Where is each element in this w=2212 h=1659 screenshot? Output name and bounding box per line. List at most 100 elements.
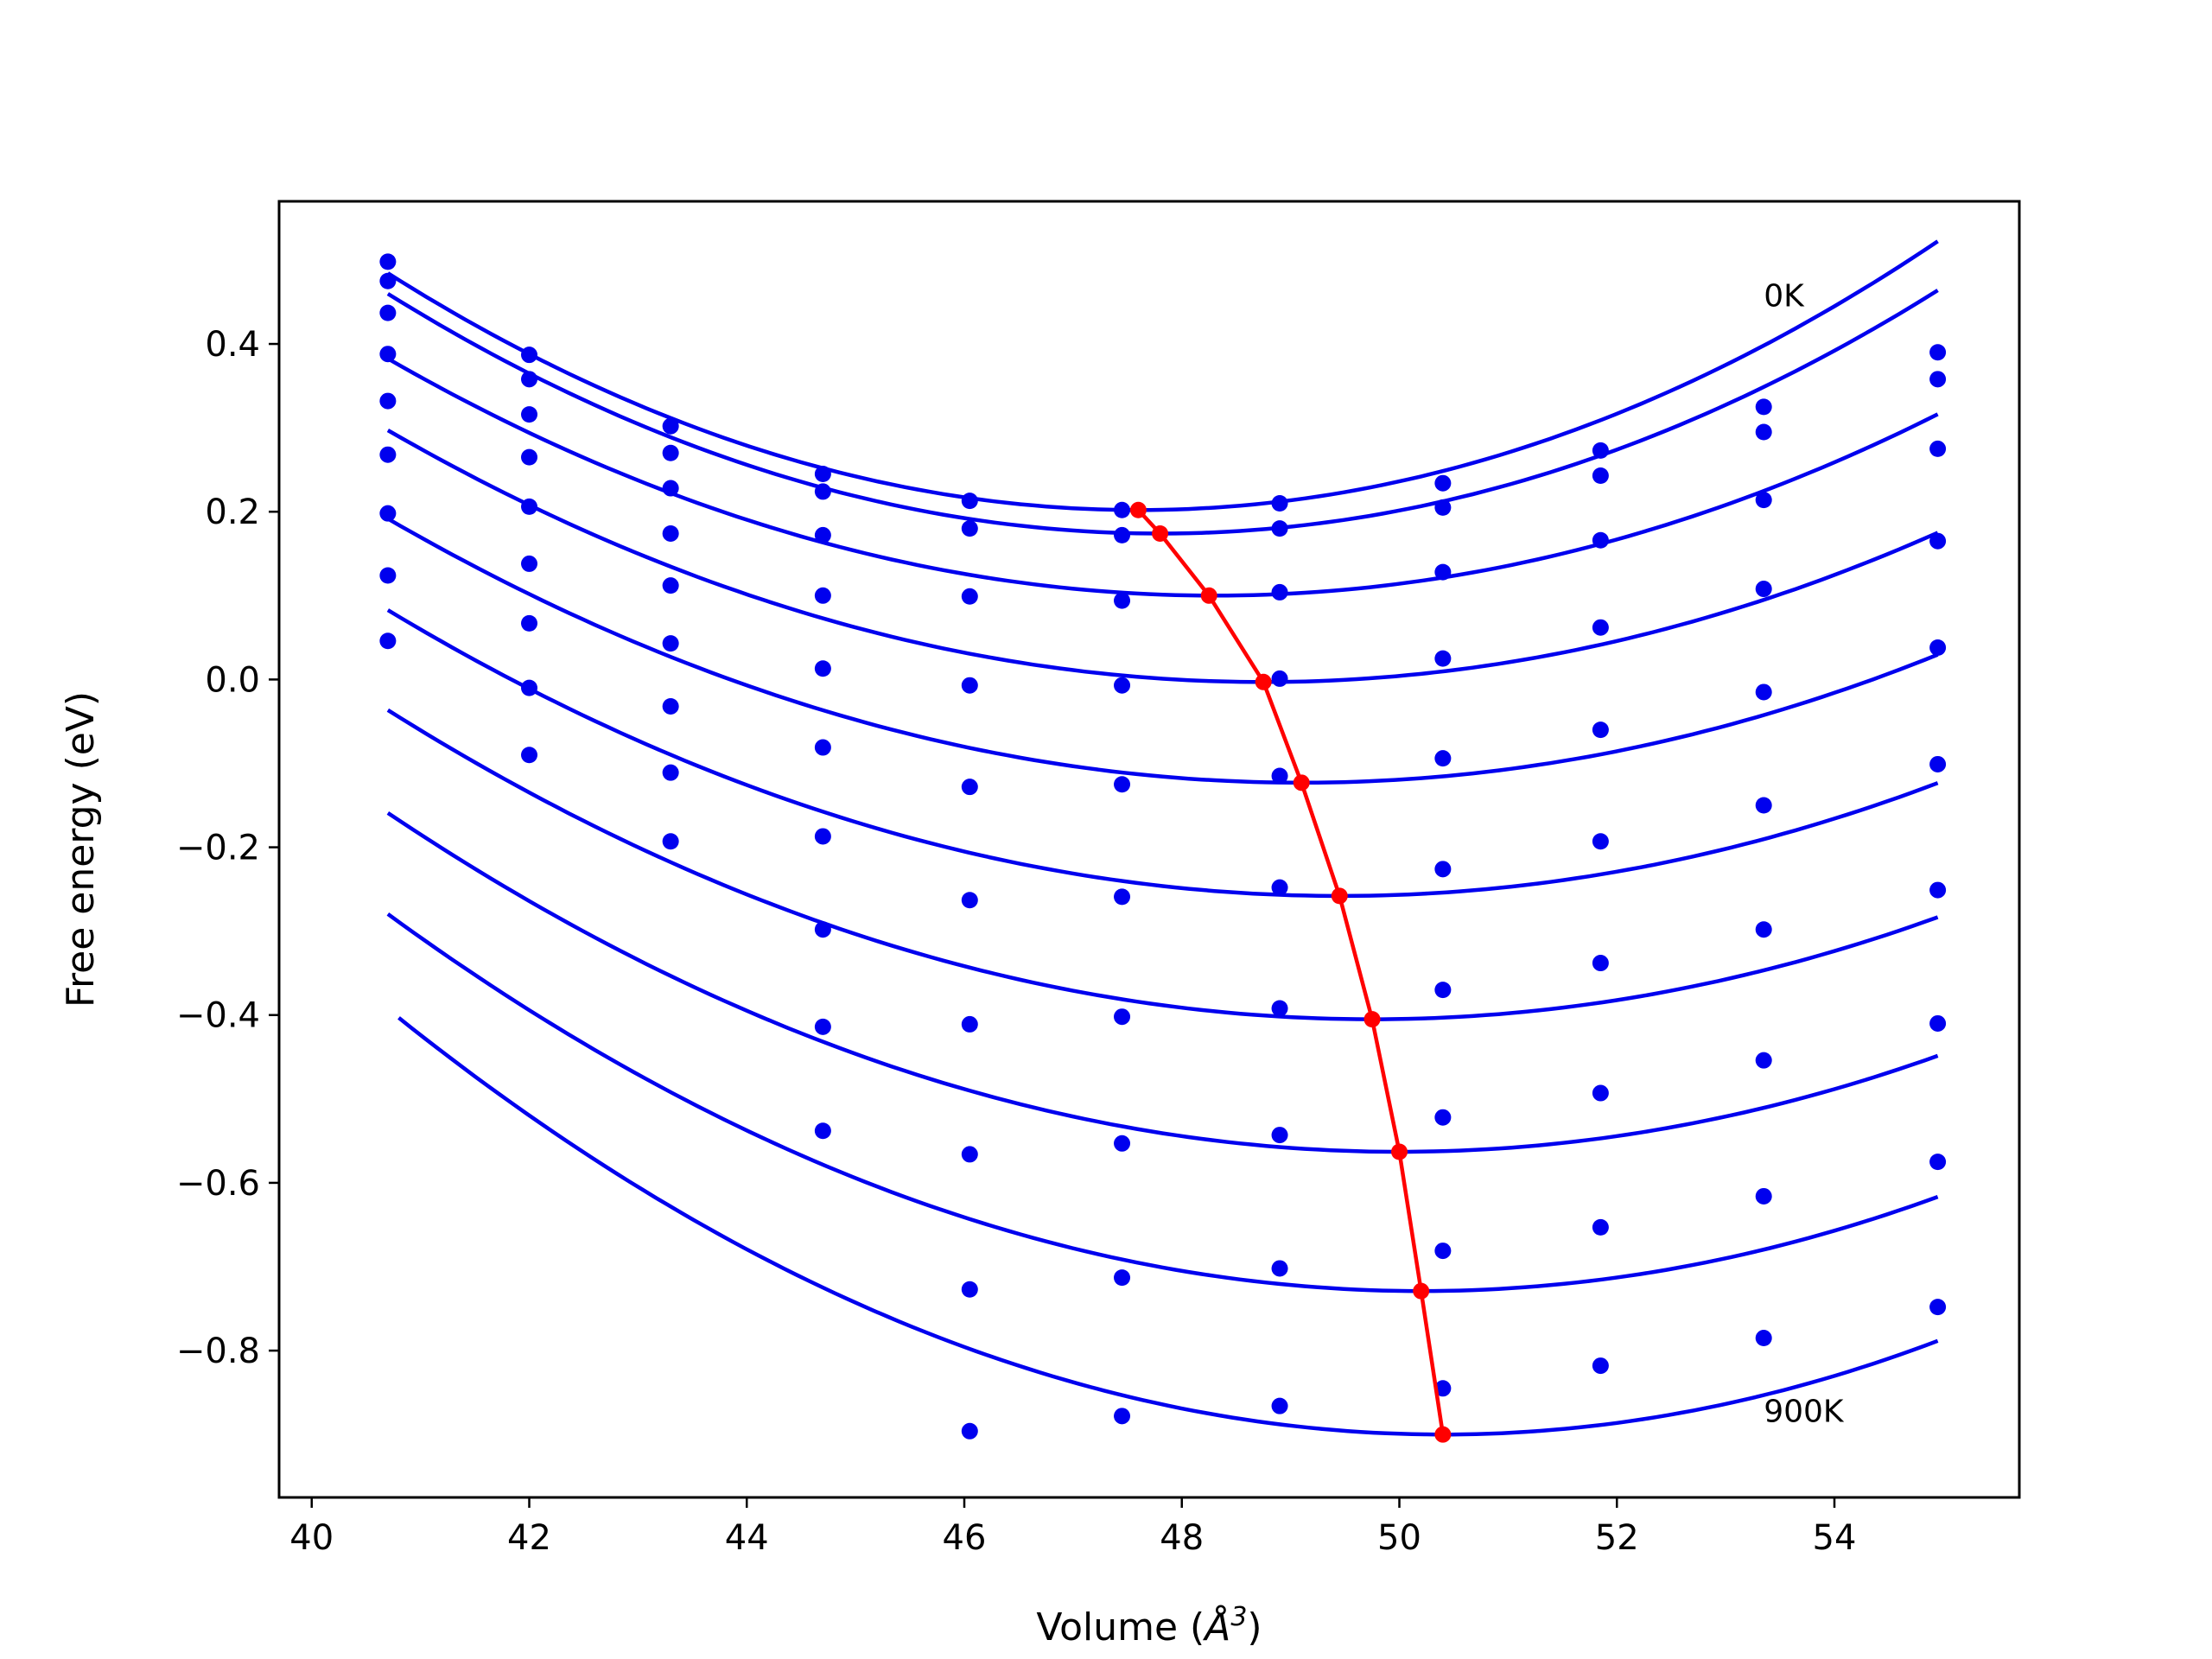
- data-point: [521, 448, 538, 466]
- equilibrium-point: [1255, 673, 1272, 690]
- data-point: [1929, 440, 1947, 457]
- fit-curve: [386, 429, 1939, 684]
- data-point: [521, 555, 538, 572]
- data-point: [521, 346, 538, 364]
- data-point: [814, 660, 831, 677]
- data-point: [1755, 1052, 1772, 1069]
- data-point: [662, 480, 679, 497]
- data-point: [1755, 683, 1772, 701]
- data-point: [1592, 1218, 1609, 1236]
- data-point: [1271, 767, 1288, 785]
- data-point: [961, 1146, 978, 1163]
- data-point: [1592, 531, 1609, 549]
- data-point: [1114, 1135, 1131, 1152]
- data-point: [1929, 639, 1947, 657]
- data-point: [379, 567, 397, 584]
- data-point: [1114, 776, 1131, 793]
- data-point: [1592, 721, 1609, 739]
- data-point: [1271, 583, 1288, 601]
- fit-curve: [386, 708, 1939, 1021]
- data-point: [1929, 755, 1947, 772]
- x-tick-label: 50: [1377, 1518, 1421, 1558]
- data-point: [1929, 344, 1947, 361]
- data-point: [1114, 1008, 1131, 1026]
- data-point: [1592, 619, 1609, 636]
- data-point: [961, 1015, 978, 1033]
- data-points-layer: [379, 253, 1947, 1440]
- data-point: [1929, 371, 1947, 388]
- data-point: [961, 588, 978, 605]
- data-point: [1755, 1187, 1772, 1205]
- data-point: [1929, 532, 1947, 550]
- data-point: [1114, 888, 1131, 906]
- data-point: [1592, 1357, 1609, 1375]
- data-point: [814, 921, 831, 938]
- data-point: [1114, 677, 1131, 694]
- data-point: [1929, 1014, 1947, 1032]
- data-point: [1755, 797, 1772, 814]
- y-tick-label: −0.2: [176, 829, 260, 868]
- data-point: [814, 526, 831, 543]
- data-point: [379, 446, 397, 463]
- data-point: [1929, 1154, 1947, 1171]
- data-point: [1114, 1269, 1131, 1287]
- equilibrium-point: [1200, 587, 1217, 604]
- data-point: [1592, 955, 1609, 972]
- x-tick-label: 52: [1595, 1518, 1639, 1558]
- data-point: [1271, 520, 1288, 537]
- data-point: [1755, 398, 1772, 416]
- y-tick-label: 0.0: [205, 660, 260, 700]
- equilibrium-point: [1129, 501, 1147, 518]
- x-tick-label: 44: [725, 1518, 769, 1558]
- equilibrium-point: [1331, 887, 1348, 905]
- data-point: [814, 466, 831, 483]
- data-point: [1755, 492, 1772, 509]
- data-point: [1271, 670, 1288, 687]
- equilibrium-point: [1434, 1426, 1452, 1443]
- data-point: [521, 371, 538, 388]
- data-point: [1755, 423, 1772, 441]
- equilibrium-layer: [1129, 501, 1452, 1443]
- data-point: [814, 828, 831, 845]
- data-point: [1434, 861, 1452, 878]
- data-point: [961, 520, 978, 537]
- data-point: [379, 632, 397, 650]
- temperature-annotation: 0K: [1764, 278, 1805, 314]
- data-point: [1755, 581, 1772, 598]
- data-point: [1592, 467, 1609, 484]
- data-point: [379, 304, 397, 321]
- data-point: [1929, 881, 1947, 899]
- y-tick-label: 0.2: [205, 493, 260, 532]
- y-axis-label: Free energy (eV): [59, 691, 103, 1007]
- data-point: [1755, 1330, 1772, 1347]
- data-point: [662, 444, 679, 461]
- fit-curve: [386, 239, 1939, 512]
- x-tick-label: 48: [1160, 1518, 1204, 1558]
- data-point: [1929, 1299, 1947, 1316]
- data-point: [379, 505, 397, 522]
- data-point: [662, 417, 679, 435]
- data-point: [1434, 1243, 1452, 1260]
- data-point: [814, 1018, 831, 1035]
- data-point: [1592, 442, 1609, 459]
- data-point: [521, 614, 538, 632]
- data-point: [1114, 1408, 1131, 1425]
- data-point: [1271, 1260, 1288, 1277]
- equilibrium-point: [1363, 1011, 1381, 1028]
- equilibrium-point: [1391, 1143, 1408, 1160]
- annotations-layer: 0K 900K: [1764, 278, 1845, 1429]
- data-point: [1592, 833, 1609, 850]
- fit-curve: [386, 517, 1939, 785]
- data-point: [379, 253, 397, 270]
- data-point: [662, 764, 679, 781]
- data-point: [1434, 1109, 1452, 1126]
- equilibrium-point: [1293, 774, 1310, 791]
- data-point: [1114, 592, 1131, 609]
- data-point: [961, 1422, 978, 1440]
- fit-curve: [386, 811, 1939, 1154]
- data-point: [379, 272, 397, 289]
- y-tick-label: −0.8: [176, 1332, 260, 1371]
- data-point: [961, 493, 978, 510]
